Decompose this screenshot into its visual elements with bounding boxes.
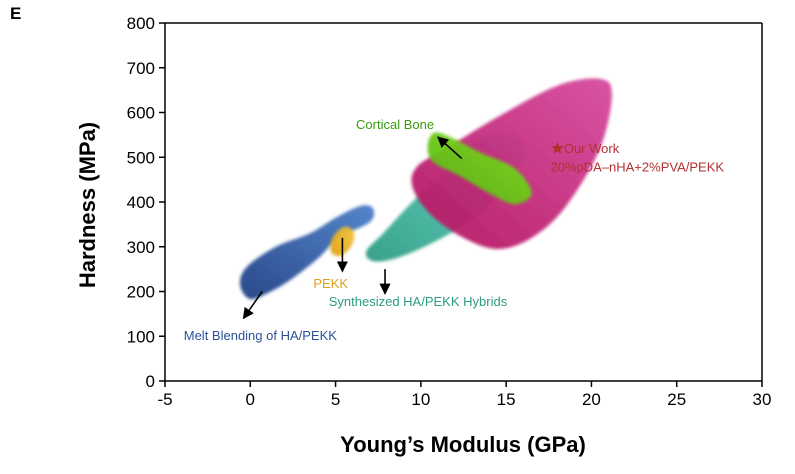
annotation-label: PEKK <box>313 276 348 291</box>
y-tick-label: 0 <box>146 372 155 391</box>
arrows-layer <box>242 136 463 320</box>
data-point-our-work <box>551 141 564 154</box>
x-tick-label: 0 <box>246 390 255 409</box>
x-axis-title: Young’s Modulus (GPa) <box>340 432 586 457</box>
region-20-pda-nha-2-pva-pekk <box>411 78 612 250</box>
labels-layer: Melt Blending of HA/PEKK PEKK Synthesized … <box>184 117 725 343</box>
y-tick-label: 800 <box>127 14 155 33</box>
annotation-label: 20%pDA–nHA+2%PVA/PEKK <box>550 160 724 175</box>
regions-layer <box>239 78 612 300</box>
y-tick-label: 700 <box>127 59 155 78</box>
annotation-label: Cortical Bone <box>356 117 434 132</box>
y-tick-label: 500 <box>127 148 155 167</box>
annotation-arrow <box>242 291 263 320</box>
y-tick-label: 400 <box>127 193 155 212</box>
y-tick-label: 300 <box>127 238 155 257</box>
panel-label: E <box>10 4 22 23</box>
y-tick-label: 100 <box>127 327 155 346</box>
x-tick-label: 5 <box>331 390 340 409</box>
y-tick-label: 600 <box>127 104 155 123</box>
x-tick-label: 20 <box>582 390 601 409</box>
x-tick-label: 25 <box>667 390 686 409</box>
annotation-label: Melt Blending of HA/PEKK <box>184 328 338 343</box>
annotation-label: ★Our Work <box>552 141 620 156</box>
points-layer <box>551 141 564 154</box>
y-tick-label: 200 <box>127 283 155 302</box>
x-tick-label: -5 <box>157 390 172 409</box>
region-melt-blending-of-ha-pekk <box>239 205 375 300</box>
y-axis-title: Hardness (MPa) <box>75 122 100 288</box>
x-tick-label: 30 <box>753 390 772 409</box>
x-tick-label: 15 <box>497 390 516 409</box>
x-tick-label: 10 <box>411 390 430 409</box>
annotation-arrow <box>437 136 463 160</box>
annotation-label: Synthesized HA/PEKK Hybrids <box>329 294 508 309</box>
